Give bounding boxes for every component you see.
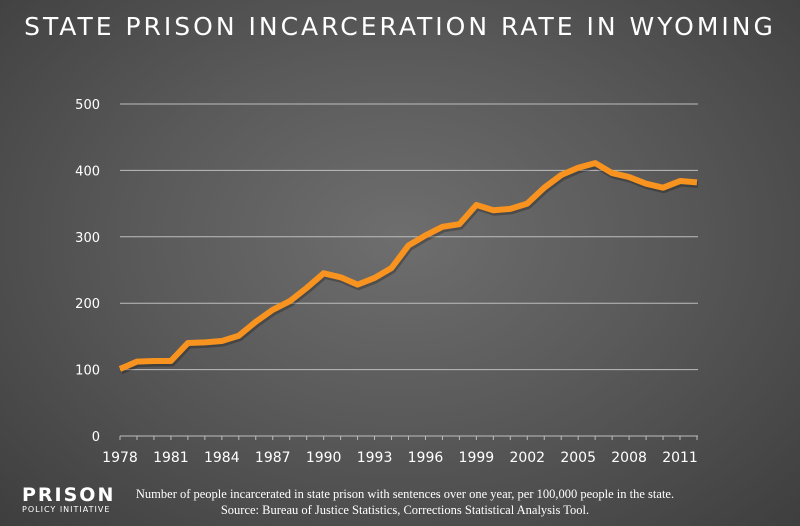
y-tick-label: 200: [75, 297, 100, 312]
y-tick-label: 300: [75, 231, 100, 246]
x-tick-label: 2011: [662, 450, 698, 466]
logo-line1: PRISON: [22, 484, 116, 506]
x-tick-label: 1984: [204, 450, 240, 466]
logo-line2: POLICY INITIATIVE: [22, 505, 111, 514]
y-tick-label: 100: [75, 364, 100, 379]
y-tick-label: 500: [75, 98, 100, 113]
x-tick-label: 1999: [459, 450, 495, 466]
x-tick-label: 1981: [153, 450, 189, 466]
footnote-description: Number of people incarcerated in state p…: [135, 487, 675, 501]
x-tick-label: 2008: [611, 450, 647, 466]
x-tick-label: 1978: [102, 450, 138, 466]
prison-policy-initiative-logo: PRISON POLICY INITIATIVE: [22, 486, 115, 515]
x-tick-label: 1993: [357, 450, 393, 466]
x-tick-label: 1996: [408, 450, 444, 466]
x-tick-label: 2005: [560, 450, 596, 466]
footnote-source: Source: Bureau of Justice Statistics, Co…: [220, 503, 590, 517]
series-line: [118, 160, 698, 372]
y-tick-label: 0: [92, 430, 100, 445]
x-tick-label: 2002: [509, 450, 545, 466]
x-tick-label: 1987: [255, 450, 291, 466]
y-tick-label: 400: [75, 164, 100, 179]
chart-title: STATE PRISON INCARCERATION RATE IN WYOMI…: [24, 12, 776, 41]
footnote: Number of people incarcerated in state p…: [115, 486, 695, 518]
x-tick-label: 1990: [306, 450, 342, 466]
